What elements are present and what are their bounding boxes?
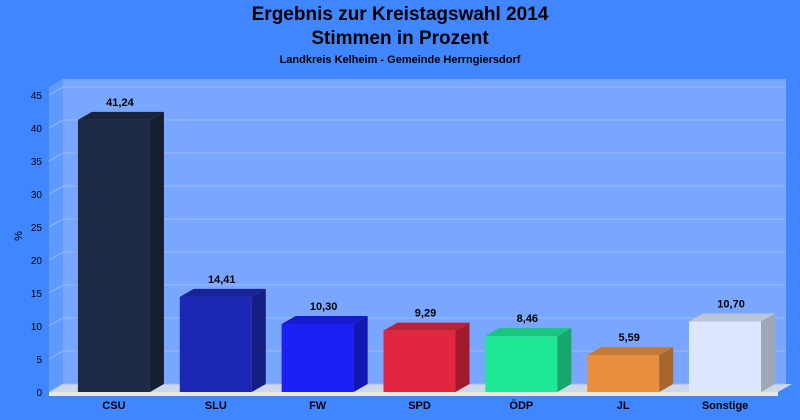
bars xyxy=(77,111,776,392)
bar-top xyxy=(179,288,266,297)
gridline-side xyxy=(48,383,64,393)
gridline-side xyxy=(48,284,64,294)
bar-side xyxy=(149,111,164,392)
x-tick-label: FW xyxy=(309,400,327,412)
x-tick-label: JL xyxy=(617,400,630,412)
bar-top xyxy=(689,313,776,322)
bar-front xyxy=(77,119,150,392)
bar-front xyxy=(485,336,558,392)
bar-side xyxy=(251,288,266,392)
y-tick-label: 15 xyxy=(31,289,43,300)
y-tick-label: 20 xyxy=(31,256,43,267)
bar-top xyxy=(383,322,470,331)
data-label: 14,41 xyxy=(208,274,236,286)
bar-ödp xyxy=(485,328,572,392)
y-tick-label: 35 xyxy=(31,157,43,168)
data-label: 10,30 xyxy=(310,301,338,313)
bar-side xyxy=(455,322,470,392)
y-axis-label: % xyxy=(13,231,25,241)
y-tick-label: 5 xyxy=(36,355,42,366)
chart-subtitle: Landkreis Kelheim - Gemeinde Herrngiersd… xyxy=(279,54,521,66)
data-label: 8,46 xyxy=(517,313,538,325)
bar-side xyxy=(353,316,368,392)
y-tick-label: 30 xyxy=(31,190,43,201)
bar-jl xyxy=(587,347,674,392)
bar-slu xyxy=(179,288,266,392)
bar-top xyxy=(77,111,164,120)
y-tick-label: 25 xyxy=(31,223,43,234)
gridline-side xyxy=(48,350,64,360)
bar-front xyxy=(179,296,252,392)
gridline-side xyxy=(48,251,64,261)
gridline-side xyxy=(48,218,64,228)
bar-csu xyxy=(77,111,164,392)
gridline-side xyxy=(48,152,64,162)
x-tick-label: SPD xyxy=(408,400,431,412)
x-axis-labels: CSU SLU FW SPD ÖDP JL Sonstige xyxy=(102,399,748,412)
gridline-side xyxy=(48,185,64,195)
y-tick-label: 10 xyxy=(31,322,43,333)
x-tick-label: ÖDP xyxy=(509,399,533,412)
y-tick-label: 0 xyxy=(36,388,42,399)
bar-front xyxy=(383,330,456,392)
bar-top xyxy=(587,347,674,356)
bar-side xyxy=(761,313,776,392)
data-label: 10,70 xyxy=(717,298,745,310)
y-axis-ticks: 0 5 10 15 20 25 30 35 40 45 xyxy=(31,91,43,399)
plot-side-wall xyxy=(49,79,63,392)
bar-top xyxy=(485,328,572,337)
data-label: 5,59 xyxy=(619,332,640,344)
y-tick-label: 45 xyxy=(31,91,43,102)
bar-front xyxy=(689,321,762,392)
x-tick-label: SLU xyxy=(205,400,227,412)
bar-sonstige xyxy=(689,313,776,392)
bar-top xyxy=(281,316,368,325)
chart-title-line2: Stimmen in Prozent xyxy=(311,28,489,49)
value-labels: 41,24 14,41 10,30 9,29 8,46 5,59 10,70 xyxy=(106,97,745,344)
bar-front xyxy=(587,355,660,392)
bar-front xyxy=(281,324,354,392)
bar-fw xyxy=(281,316,368,392)
data-label: 41,24 xyxy=(106,97,134,109)
data-label: 9,29 xyxy=(415,308,436,320)
x-tick-label: CSU xyxy=(102,400,125,412)
plot-floor-edge xyxy=(49,392,778,396)
chart-title: Ergebnis zur Kreistagswahl 2014 xyxy=(251,4,549,25)
gridline-side xyxy=(48,317,64,327)
bar-spd xyxy=(383,322,470,392)
bar-side xyxy=(557,328,572,392)
y-tick-label: 40 xyxy=(31,124,43,135)
bar-side xyxy=(659,347,674,392)
gridline-side xyxy=(48,86,64,96)
gridline-side xyxy=(48,119,64,129)
x-tick-label: Sonstige xyxy=(702,400,748,412)
